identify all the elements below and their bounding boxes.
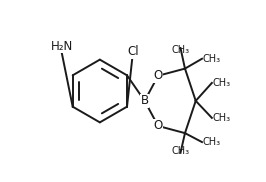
Text: O: O [153, 69, 163, 82]
Text: CH₃: CH₃ [171, 146, 190, 156]
Text: CH₃: CH₃ [203, 54, 221, 64]
Text: B: B [141, 94, 149, 107]
Text: O: O [153, 119, 163, 132]
Text: Cl: Cl [127, 45, 139, 58]
Text: CH₃: CH₃ [171, 45, 190, 55]
Text: H₂N: H₂N [51, 40, 73, 53]
Text: CH₃: CH₃ [203, 137, 221, 147]
Text: CH₃: CH₃ [213, 113, 231, 123]
Text: CH₃: CH₃ [213, 78, 231, 88]
